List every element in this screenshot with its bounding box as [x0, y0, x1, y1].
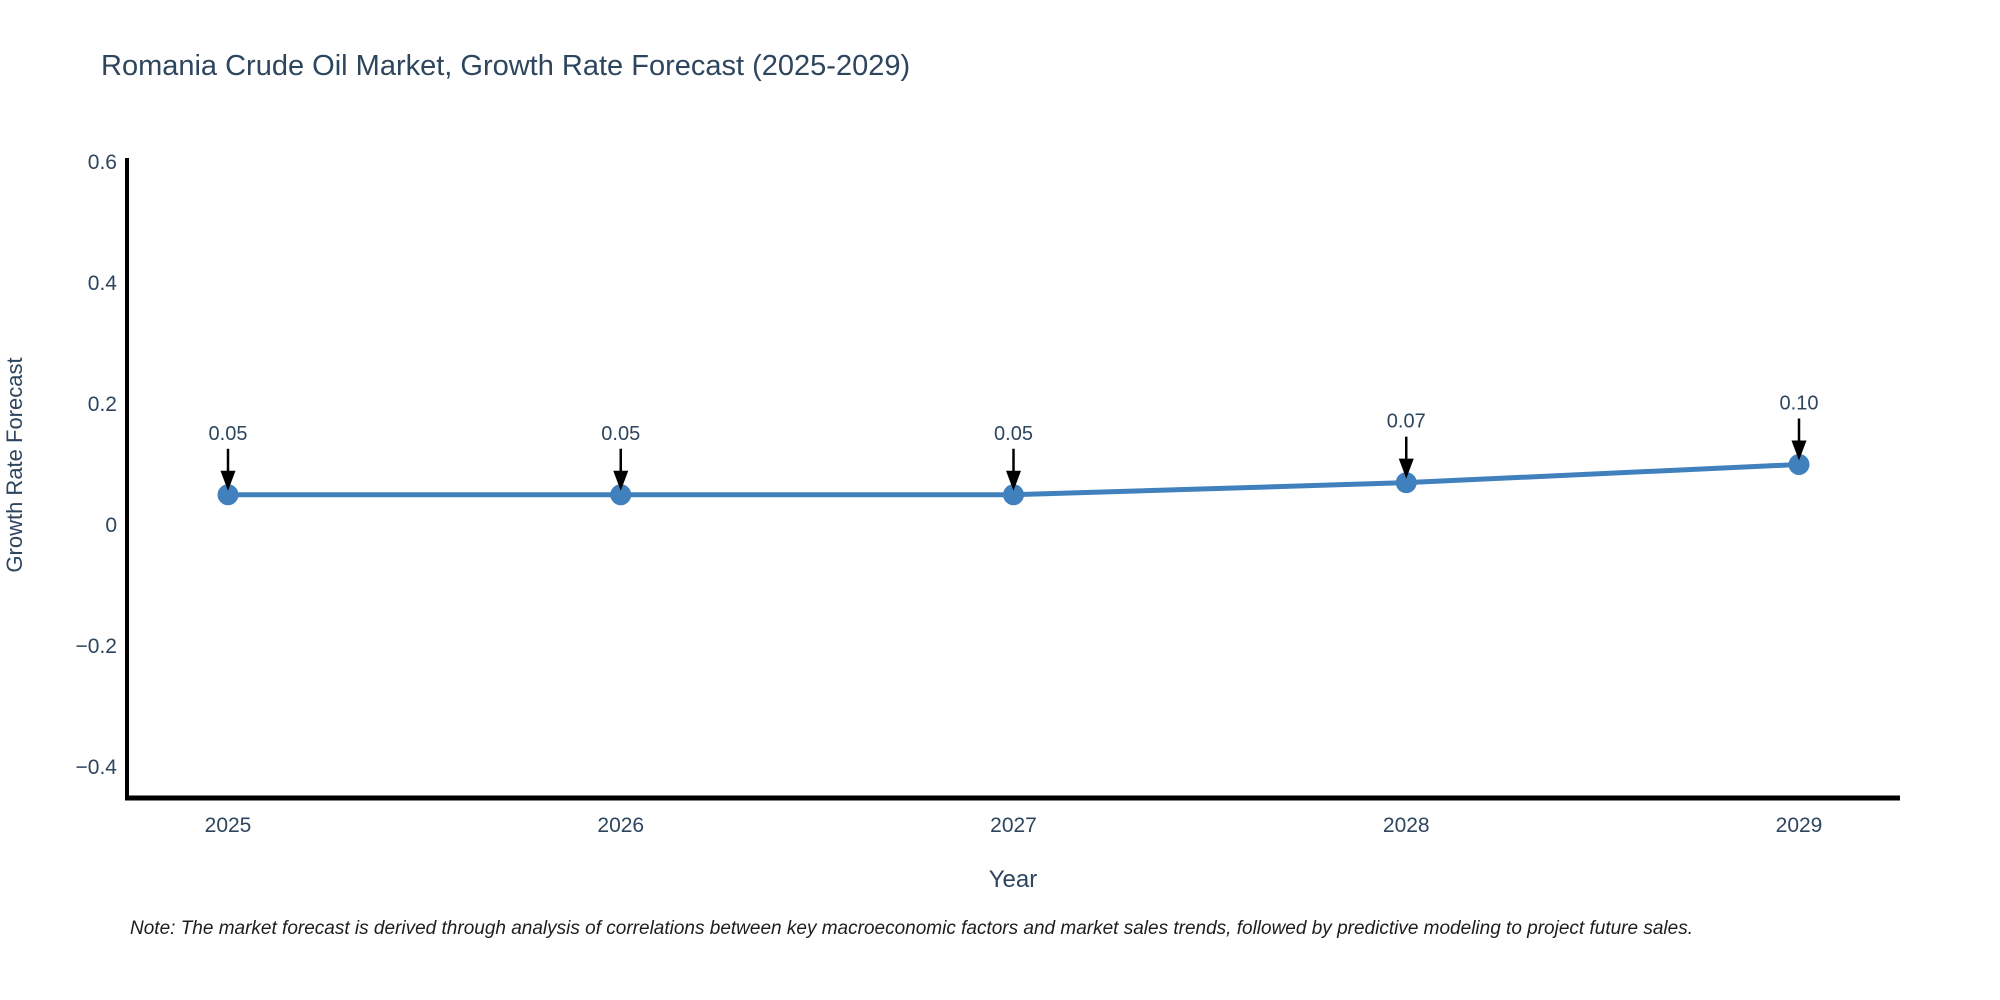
chart-title: Romania Crude Oil Market, Growth Rate Fo…	[101, 50, 911, 82]
y-tick-label: 0.2	[88, 393, 117, 416]
y-tick-label: −0.4	[76, 756, 118, 779]
x-tick-label: 2026	[597, 814, 644, 837]
x-tick-label: 2028	[1383, 814, 1430, 837]
y-axis-title: Growth Rate Forecast	[2, 357, 27, 572]
y-tick-label: −0.2	[76, 635, 117, 658]
data-point-marker	[1788, 454, 1810, 475]
data-point-marker	[217, 484, 239, 506]
annotation-label: 0.05	[209, 423, 248, 445]
annotation-label: 0.07	[1387, 411, 1426, 433]
annotation-arrowhead	[220, 470, 236, 491]
y-tick-label: 0	[105, 514, 117, 537]
annotation-arrowhead	[613, 470, 629, 491]
axes-spines	[125, 158, 1900, 801]
data-point-marker	[610, 484, 632, 506]
y-tick-labels: 0.6 0.4 0.2 0 −0.2 −0.4	[76, 151, 118, 779]
annotation-label: 0.05	[994, 423, 1033, 445]
footnote: Note: The market forecast is derived thr…	[130, 918, 1693, 939]
annotation-arrowhead	[1006, 470, 1021, 491]
x-tick-label: 2029	[1776, 814, 1823, 837]
annotation-arrowhead	[1791, 440, 1807, 461]
annotation-label: 0.05	[601, 423, 640, 445]
data-point-marker	[1395, 472, 1417, 494]
x-tick-label: 2027	[990, 814, 1037, 837]
x-axis-title: Year	[989, 866, 1038, 893]
annotation-arrowhead	[1398, 458, 1414, 479]
annotation-label: 0.10	[1780, 393, 1819, 415]
line-series	[217, 454, 1810, 506]
x-tick-labels: 2025 2026 2027 2028 2029	[205, 814, 1823, 837]
y-tick-label: 0.4	[88, 272, 118, 295]
data-point-marker	[1003, 484, 1024, 506]
y-tick-label: 0.6	[88, 151, 117, 174]
x-tick-label: 2025	[205, 814, 252, 837]
point-annotations: 0.05 0.05 0.05 0.07 0.10	[209, 393, 1819, 491]
